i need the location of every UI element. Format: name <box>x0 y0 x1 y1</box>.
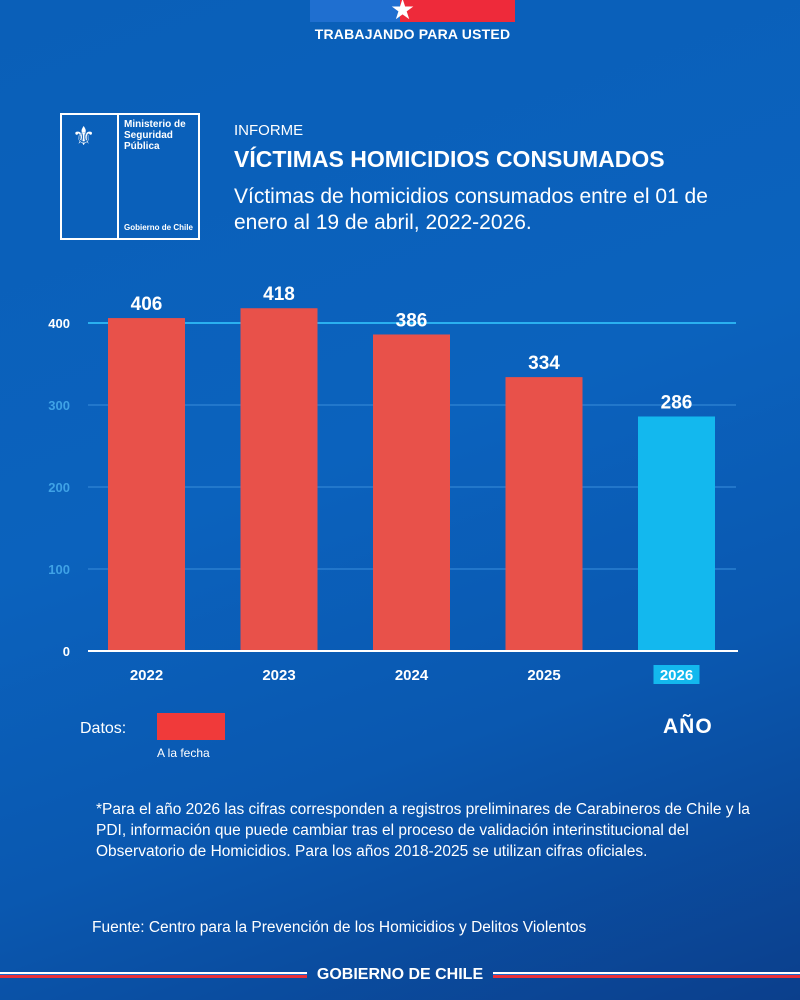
bar-2025 <box>505 377 583 651</box>
legend-swatch <box>157 713 225 740</box>
legend-entry: A la fecha <box>157 746 210 760</box>
data-label: 406 <box>131 294 163 315</box>
bar-2026 <box>638 416 715 651</box>
legend-label: Datos: <box>80 720 127 737</box>
x-tick-label: 2024 <box>395 667 429 684</box>
bar-2022 <box>108 318 185 651</box>
report-label: INFORME <box>234 122 304 139</box>
data-label: 386 <box>396 310 428 331</box>
x-tick-label: 2025 <box>527 667 560 684</box>
x-axis-label: AÑO <box>663 715 713 738</box>
source: Fuente: Centro para la Prevención de los… <box>92 919 587 936</box>
flag-banner: ★ <box>310 0 515 25</box>
y-tick-label: 100 <box>48 562 70 577</box>
x-tick-label: 2022 <box>130 667 163 684</box>
ministry-name: Ministerio de Seguridad Pública <box>124 119 186 152</box>
highlight-box <box>653 665 700 684</box>
ministry-logo: ⚜ Ministerio de Seguridad Pública Gobier… <box>60 113 200 240</box>
footer-text: GOBIERNO DE CHILE <box>316 966 484 983</box>
bar-chart: 0 100 200 300 400 406 2022 418 2023 386 2024 334 202… <box>48 284 738 684</box>
bar-2024 <box>373 334 450 651</box>
bar-2023 <box>240 308 318 651</box>
tagline: TRABAJANDO PARA USTED <box>314 26 511 42</box>
footer: GOBIERNO DE CHILE <box>0 965 800 985</box>
footnote: *Para el año 2026 las cifras corresponde… <box>96 801 750 860</box>
star-icon: ★ <box>390 0 416 25</box>
chart-subtitle: Víctimas de homicidios consumados entre … <box>234 185 708 234</box>
y-tick-label: 300 <box>48 398 70 413</box>
x-tick-label: 2023 <box>262 667 295 684</box>
data-label: 286 <box>661 392 693 413</box>
data-label: 418 <box>263 284 295 305</box>
y-tick-label: 200 <box>48 480 70 495</box>
government-name: Gobierno de Chile <box>124 223 193 232</box>
chart-title: VÍCTIMAS HOMICIDIOS CONSUMADOS <box>234 146 665 172</box>
data-label: 334 <box>528 353 560 374</box>
coat-of-arms-icon: ⚜ <box>72 121 96 151</box>
x-tick-label: 2026 <box>660 667 693 684</box>
y-tick-label: 400 <box>48 316 70 331</box>
y-tick-label: 0 <box>63 644 70 659</box>
